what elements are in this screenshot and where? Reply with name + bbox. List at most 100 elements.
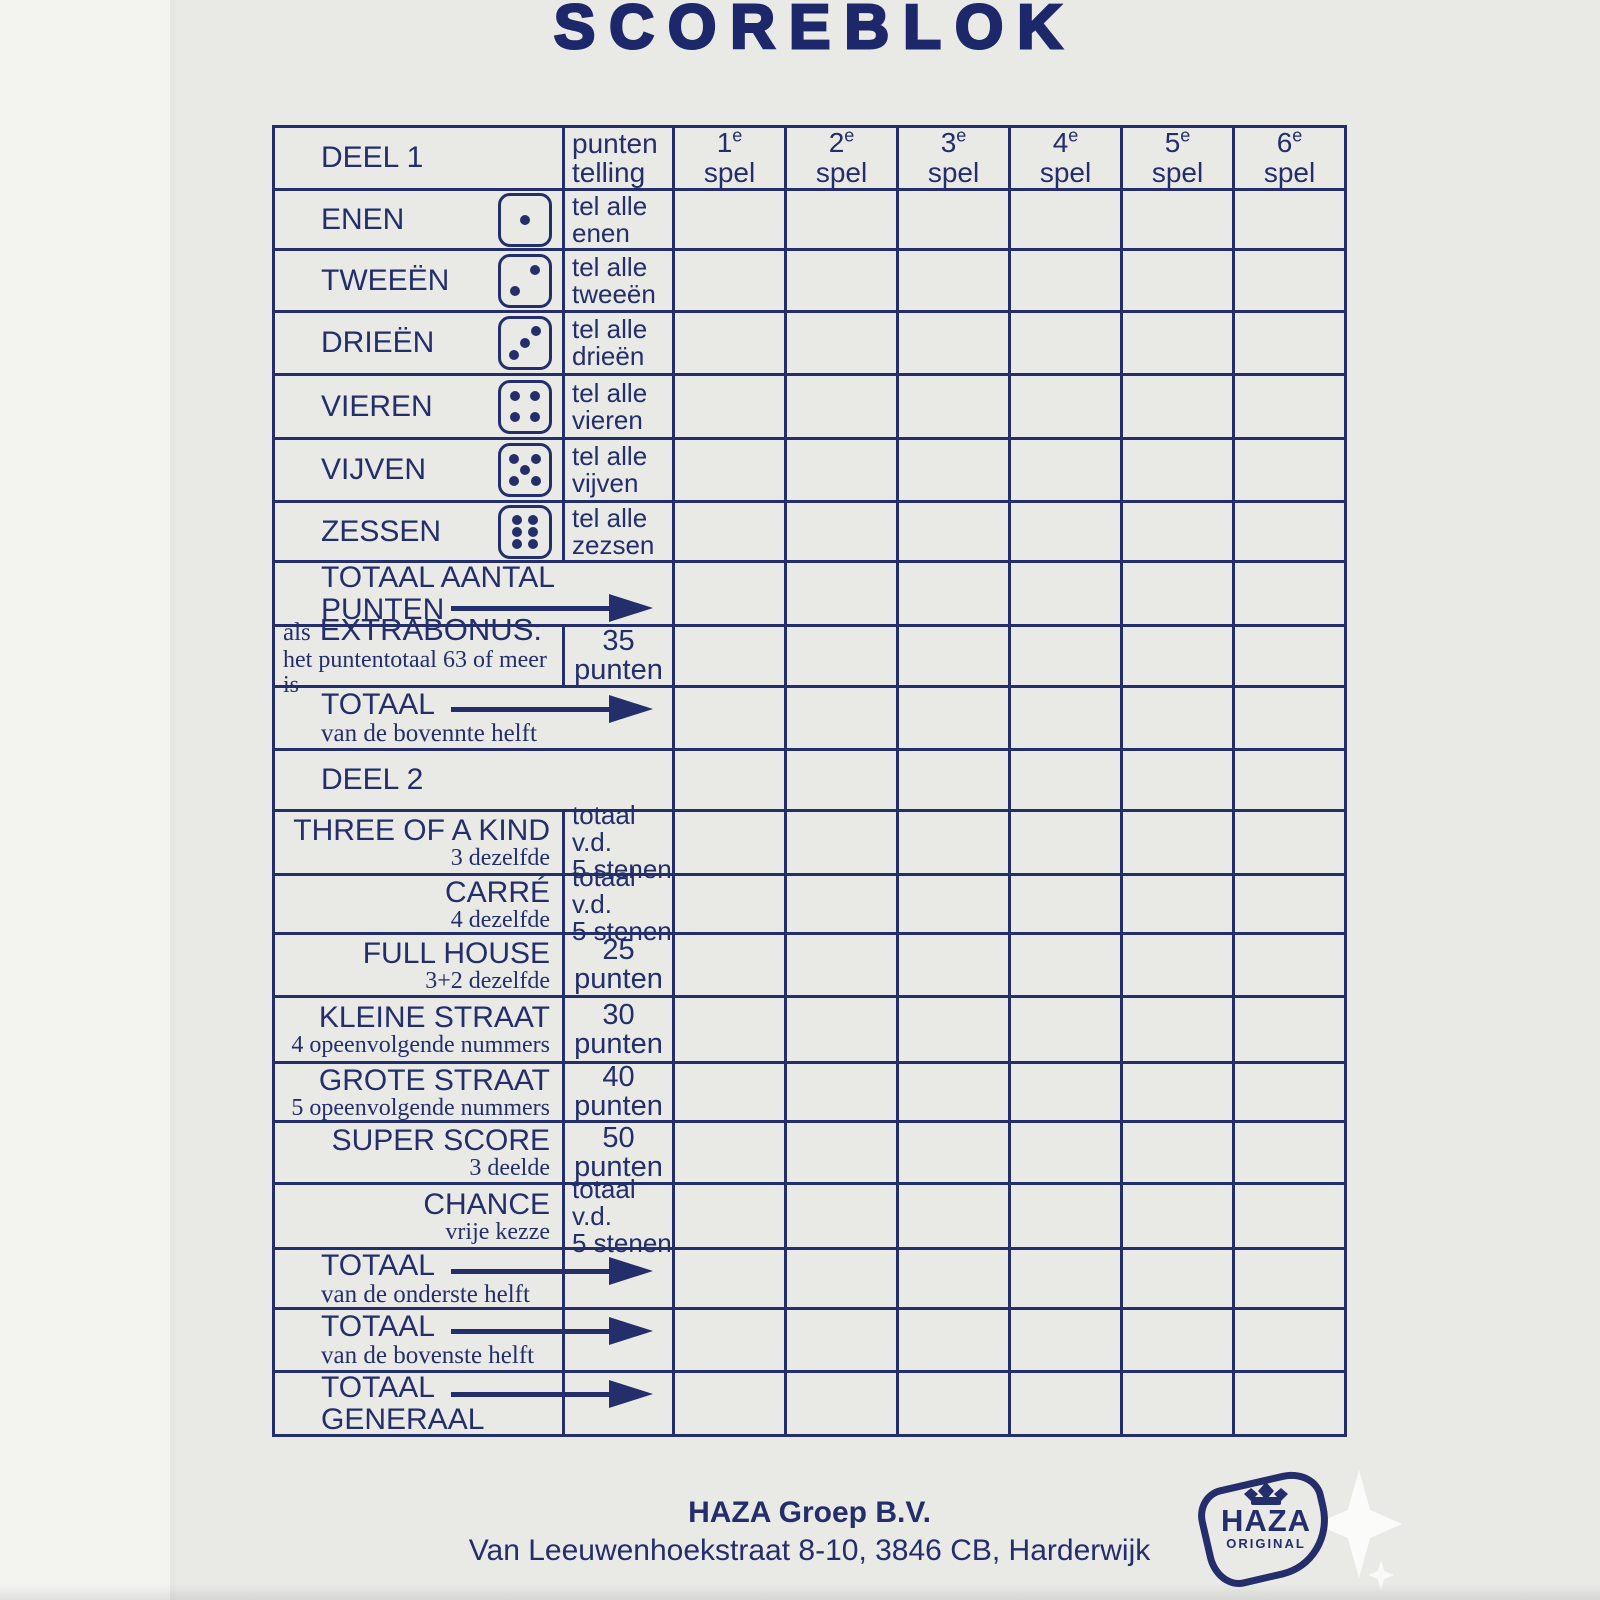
score-cell-r15-c1 xyxy=(675,1064,787,1120)
score-cell-r13-c3 xyxy=(899,935,1011,995)
score-cell-r10-c2 xyxy=(787,751,899,809)
row-full-house: FULL HOUSE 3+2 dezelfde 25 punten xyxy=(275,935,1344,998)
score-cell-r17-c6 xyxy=(1235,1185,1344,1247)
row-sublabel: 3 dezelfde xyxy=(450,845,550,871)
header-spel-5: 5e spel xyxy=(1123,127,1235,188)
die-pip xyxy=(509,349,520,360)
spel-ordinal: 2e xyxy=(829,125,855,158)
score-cell-r20-c5 xyxy=(1123,1373,1235,1434)
label-cell-full-house: FULL HOUSE 3+2 dezelfde xyxy=(275,935,565,995)
score-cell-r18-c6 xyxy=(1235,1250,1344,1307)
footer-address: Van Leeuwenhoekstraat 8-10, 3846 CB, Har… xyxy=(468,1534,1151,1567)
score-cell-r18-c3 xyxy=(899,1250,1011,1307)
score-cell-r12-c5 xyxy=(1123,876,1235,932)
total-arrow-icon xyxy=(451,1317,653,1345)
spel-word: spel xyxy=(1263,157,1316,188)
score-cell-r16-c3 xyxy=(899,1123,1011,1182)
score-cell-r7-c5 xyxy=(1123,563,1235,624)
row-deel-2: DEEL 2 xyxy=(275,751,1344,812)
score-cell-r5-c5 xyxy=(1123,440,1235,500)
label-cell-zessen: ZESSEN xyxy=(275,503,565,560)
die-pip xyxy=(530,264,541,275)
score-cell-r3-c4 xyxy=(1011,313,1123,373)
score-cell-r3-c1 xyxy=(675,313,787,373)
total-line1: TOTAAL xyxy=(321,1248,435,1282)
header-spel-4: 4e spel xyxy=(1011,127,1123,188)
score-cell-r9-c3 xyxy=(899,688,1011,748)
header-deel1: DEEL 1 xyxy=(275,128,565,188)
total-sub: van de bovennte helft xyxy=(321,720,537,747)
punten-line1: totaal v.d. xyxy=(572,1173,636,1231)
spel-word: spel xyxy=(1151,157,1204,188)
score-cell-r2-c1 xyxy=(675,251,787,310)
punten-cell-totaal-van-de-onderste-helft xyxy=(565,1250,675,1307)
die-pip xyxy=(530,476,541,487)
die-pip xyxy=(520,338,530,348)
score-cell-r4-c2 xyxy=(787,376,899,437)
score-cell-r10-c6 xyxy=(1235,751,1344,809)
spel-sup: e xyxy=(844,125,855,146)
score-cell-r17-c2 xyxy=(787,1185,899,1247)
score-cell-r5-c3 xyxy=(899,440,1011,500)
die-6-icon xyxy=(498,504,552,559)
arrow-head xyxy=(609,594,653,622)
label-cell-grote-straat: GROTE STRAAT 5 opeenvolgende nummers xyxy=(275,1064,565,1120)
spel-word: spel xyxy=(927,157,980,188)
score-cell-r17-c1 xyxy=(675,1185,787,1247)
section-cell-deel-2: DEEL 2 xyxy=(275,751,675,809)
row-super-score: SUPER SCORE 3 deelde 50 punten xyxy=(275,1123,1344,1185)
spel-ordinal: 6e xyxy=(1277,125,1303,158)
score-cell-r14-c3 xyxy=(899,998,1011,1061)
bonus-pre: als xyxy=(283,619,311,646)
punten-cell-totaal-generaal xyxy=(565,1373,675,1434)
arrow-head xyxy=(609,695,653,723)
label-cell-extrabonus: als EXTRABONUS: het puntentotaal 63 of mee… xyxy=(275,614,565,698)
score-cell-r4-c1 xyxy=(675,376,787,437)
punten-line2: telling xyxy=(572,157,646,188)
label-cell-totaal-van-de-bovennte-helft: TOTAAL van de bovennte helft xyxy=(275,688,675,748)
arrow-shaft xyxy=(451,605,609,611)
score-cell-r6-c6 xyxy=(1235,503,1344,560)
punten-cell-grote-straat: 40 punten xyxy=(565,1063,675,1121)
row-sublabel: vrije kezze xyxy=(445,1218,550,1245)
bonus-label: EXTRABONUS: xyxy=(319,612,542,647)
total-arrow-icon xyxy=(451,1380,653,1408)
logo-sub-text: ORIGINAL xyxy=(1226,1536,1306,1551)
row-kleine-straat: KLEINE STRAAT 4 opeenvolgende nummers 30 pu… xyxy=(275,998,1344,1064)
score-cell-r12-c2 xyxy=(787,876,899,932)
score-cell-r1-c6 xyxy=(1235,191,1344,248)
score-cell-r2-c4 xyxy=(1011,251,1123,310)
score-cell-r12-c4 xyxy=(1011,876,1123,932)
score-cell-r1-c1 xyxy=(675,191,787,248)
punten-cell-totaal-van-de-bovenste-helft xyxy=(565,1310,675,1370)
score-cell-r11-c4 xyxy=(1011,812,1123,873)
spel-num: 1 xyxy=(716,127,733,158)
die-pip xyxy=(520,214,530,225)
bonus-sub: het puntentotaal 63 of meer is xyxy=(283,647,547,698)
arrow-shaft xyxy=(451,1328,609,1334)
logo-content: HAZA ORIGINAL xyxy=(1206,1482,1326,1551)
die-pip xyxy=(530,453,541,464)
total-line1: TOTAAL xyxy=(321,688,435,721)
punten-text-line2: enen xyxy=(572,217,630,248)
die-pip xyxy=(511,538,522,549)
score-cell-r14-c2 xyxy=(787,998,899,1061)
total-arrow-icon xyxy=(451,1257,653,1285)
total-line1: TOTAAL AANTAL xyxy=(321,560,555,594)
punten-line2: punten xyxy=(574,963,663,995)
score-cell-r16-c6 xyxy=(1235,1123,1344,1182)
punten-cell-carre: totaal v.d. 5 stenen xyxy=(565,863,675,944)
row-label: VIJVEN xyxy=(321,453,427,486)
punten-cell-vieren: tel alle vieren xyxy=(565,376,675,437)
row-sublabel: 4 dezelfde xyxy=(450,906,550,933)
total-line1: TOTAAL xyxy=(321,1370,435,1404)
score-cell-r2-c3 xyxy=(899,251,1011,310)
score-cell-r10-c4 xyxy=(1011,751,1123,809)
row-totaal-aantal-punten: TOTAAL AANTAL PUNTEN xyxy=(275,560,1344,627)
score-cell-r3-c6 xyxy=(1235,313,1344,373)
score-cell-r15-c6 xyxy=(1235,1064,1344,1120)
spel-sup: e xyxy=(1292,125,1303,146)
score-cell-r6-c2 xyxy=(787,503,899,560)
row-label: CARRÉ xyxy=(444,875,550,909)
score-cell-r2-c6 xyxy=(1235,251,1344,310)
